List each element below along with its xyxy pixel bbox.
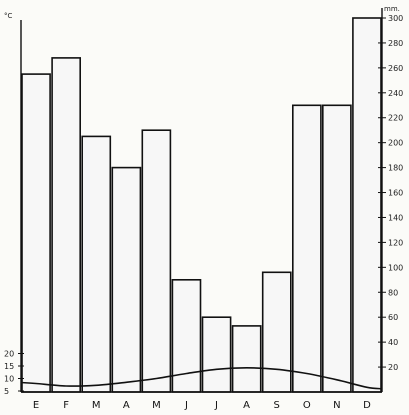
- precipitation-bar: [231, 325, 262, 393]
- left-axis-tick-label: 20: [4, 350, 14, 359]
- precipitation-bar: [111, 166, 142, 393]
- month-label: E: [33, 400, 39, 411]
- ticks-layer: 20 40 60 80 100 120 140 160 180 200 220 240 260 280 30…: [4, 14, 403, 396]
- right-axis-tick-label: 300: [388, 14, 403, 23]
- left-axis-tick-label: 10: [4, 375, 14, 384]
- right-axis-tick-label: 160: [388, 189, 403, 198]
- precipitation-bar: [81, 135, 112, 393]
- right-axis-tick-label: 20: [388, 363, 398, 372]
- month-label: M: [152, 400, 161, 411]
- axes-layer: [20, 8, 383, 393]
- right-axis-tick-label: 260: [388, 64, 403, 73]
- precipitation-bar: [21, 73, 51, 393]
- precipitation-bar: [352, 17, 382, 393]
- right-axis-tick-label: 120: [388, 238, 403, 247]
- month-label: S: [274, 400, 280, 411]
- precipitation-bar: [321, 104, 352, 393]
- bars-layer: [21, 17, 382, 393]
- precipitation-bar: [141, 129, 172, 393]
- right-axis-tick-label: 220: [388, 114, 403, 123]
- precipitation-bar: [51, 57, 81, 393]
- precipitation-bar: [201, 316, 232, 393]
- month-label: M: [92, 400, 101, 411]
- month-label: F: [63, 400, 69, 411]
- month-label: A: [123, 400, 130, 411]
- month-label: J: [184, 400, 188, 411]
- right-axis-tick-label: 40: [388, 338, 398, 347]
- month-label: N: [333, 400, 340, 411]
- right-axis-tick-label: 140: [388, 213, 403, 222]
- temperature-line: [20, 366, 383, 390]
- right-axis-tick-label: 280: [388, 39, 403, 48]
- precipitation-bar: [291, 104, 322, 393]
- month-label: A: [243, 400, 250, 411]
- right-axis-tick-label: 100: [388, 263, 403, 272]
- right-axis-tick-label: 60: [388, 313, 398, 322]
- line-layer: [20, 366, 383, 390]
- left-axis-unit: °C: [4, 12, 13, 20]
- right-axis-tick-label: 240: [388, 89, 403, 98]
- precipitation-bar: [261, 271, 292, 393]
- month-label: O: [303, 400, 311, 411]
- right-axis-unit: mm.: [384, 5, 400, 13]
- month-label: J: [214, 400, 218, 411]
- left-axis-tick-label: 15: [4, 362, 14, 371]
- left-axis-tick-label: 5: [4, 387, 9, 396]
- right-axis-tick-label: 200: [388, 139, 403, 148]
- month-label: D: [363, 400, 371, 411]
- right-axis-tick-label: 180: [388, 164, 403, 173]
- right-axis-tick-label: 80: [388, 288, 398, 297]
